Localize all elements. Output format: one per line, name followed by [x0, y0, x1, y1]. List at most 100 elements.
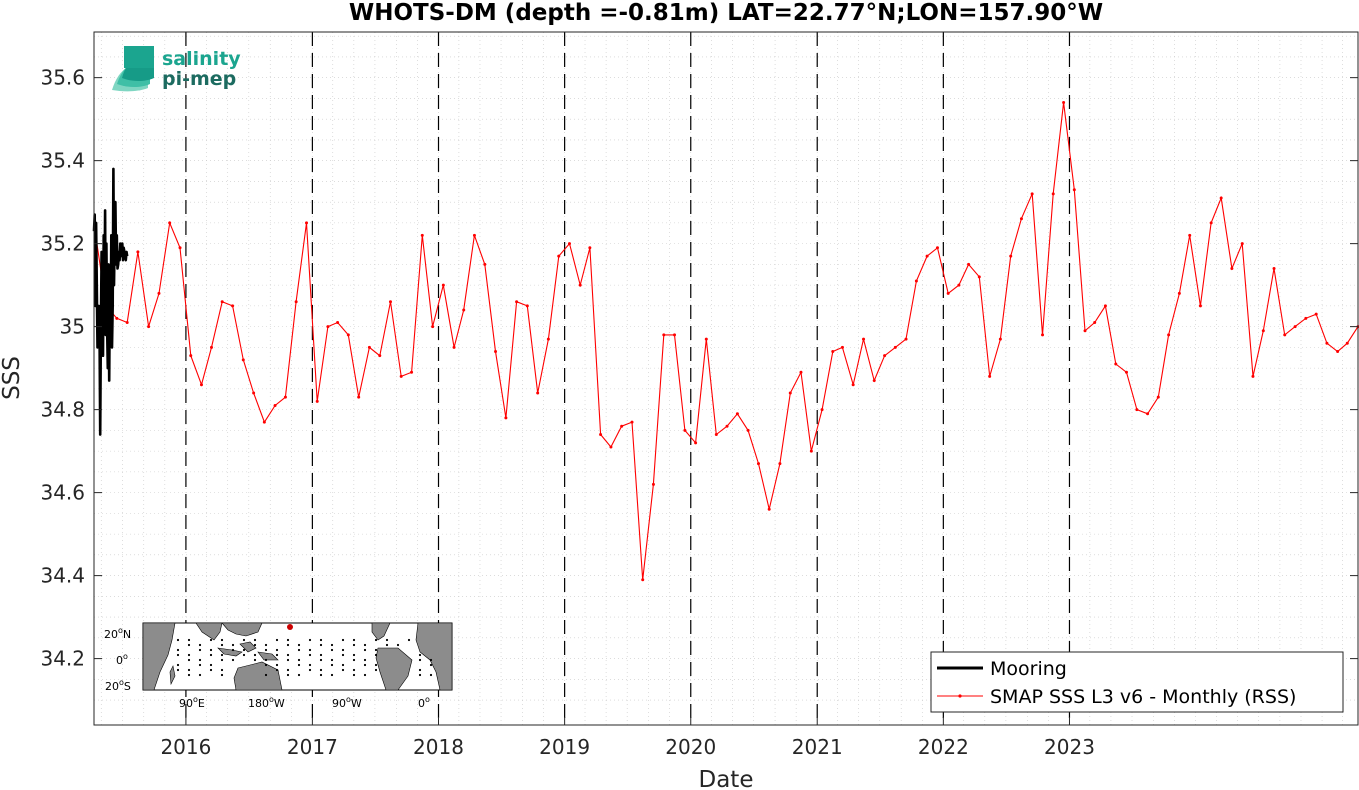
inset-dot [220, 673, 224, 677]
smap-point [115, 316, 119, 320]
inset-dot [341, 638, 345, 642]
minor-grid [94, 32, 1358, 725]
smap-point [914, 279, 918, 283]
inset-dot [187, 658, 191, 662]
inset-dot [429, 673, 433, 677]
plot-frame [93, 31, 1359, 726]
smap-point [336, 320, 340, 324]
inset-dot [275, 648, 279, 652]
smap-point [326, 325, 330, 329]
smap-point [778, 462, 782, 466]
smap-point [957, 283, 961, 287]
smap-point [893, 345, 897, 349]
smap-point [525, 304, 529, 308]
inset-dot [242, 638, 246, 642]
inset-dot [363, 658, 367, 662]
inset-map-lat-labels: 20oN 0o 20oS [104, 626, 131, 693]
inset-dot [319, 668, 323, 672]
smap-point [388, 300, 392, 304]
inset-lat-20n: 20oN [104, 626, 131, 641]
inset-dot [341, 648, 345, 652]
inset-lon-0: 0o [418, 695, 430, 710]
smap-point [935, 246, 939, 250]
smap-point [641, 578, 645, 582]
inset-dot [176, 653, 180, 657]
smap-point [1314, 312, 1318, 316]
inset-dot [220, 643, 224, 647]
smap-point [651, 482, 655, 486]
inset-dot [319, 653, 323, 657]
y-tick-label: 34.2 [40, 647, 85, 671]
smap-point [452, 345, 456, 349]
smap-point [546, 337, 550, 341]
smap-point [946, 291, 950, 295]
inset-dot [297, 673, 301, 677]
smap-point [1041, 333, 1045, 337]
inset-dot [176, 668, 180, 672]
inset-dot [231, 658, 235, 662]
smap-point [1083, 329, 1087, 333]
x-tick-label: 2017 [287, 735, 338, 759]
inset-dot [418, 673, 422, 677]
smap-point [1019, 217, 1023, 221]
inset-dot [396, 643, 400, 647]
inset-dot [352, 668, 356, 672]
inset-dot [308, 648, 312, 652]
smap-point [851, 383, 855, 387]
inset-dot [286, 658, 290, 662]
smap-point [1283, 333, 1287, 337]
inset-lat-0: 0o [116, 652, 128, 667]
y-tick-label: 34.6 [40, 481, 85, 505]
inset-dot [352, 638, 356, 642]
legend-box [930, 651, 1344, 713]
inset-map-location-marker [287, 624, 293, 630]
inset-dot [209, 648, 213, 652]
x-axis-ticks: 2016 2017 2018 2019 2020 2021 2022 2023 [160, 717, 1095, 759]
smap-point [1240, 242, 1244, 246]
inset-lon-90w: 90oW [332, 695, 362, 710]
smap-point [904, 337, 908, 341]
smap-point [831, 350, 835, 354]
inset-dot [341, 663, 345, 667]
smap-point [746, 428, 750, 432]
inset-dot [363, 648, 367, 652]
smap-point [241, 358, 245, 362]
inset-dot [275, 653, 279, 657]
smap-point [1030, 192, 1034, 196]
smap-point [305, 221, 309, 225]
smap-point [925, 254, 929, 258]
inset-map-land [142, 622, 453, 691]
logo-text-salinity: salinity [162, 48, 241, 70]
smap-point [1051, 192, 1055, 196]
smap-point [683, 428, 687, 432]
inset-dot [418, 653, 422, 657]
y-tick-label: 35.6 [40, 66, 85, 90]
legend-label-mooring: Mooring [990, 658, 1067, 680]
smap-point [1325, 341, 1329, 345]
smap-point [988, 374, 992, 378]
inset-dot [385, 638, 389, 642]
inset-dot [209, 668, 213, 672]
inset-dot [275, 663, 279, 667]
smap-point [673, 333, 677, 337]
inset-dot [220, 668, 224, 672]
inset-dot [176, 663, 180, 667]
smap-point [578, 283, 582, 287]
inset-dot [253, 643, 257, 647]
smap-point [231, 304, 235, 308]
x-tick-label: 2019 [539, 735, 590, 759]
inset-dot [242, 653, 246, 657]
smap-point [809, 449, 813, 453]
inset-dot [209, 638, 213, 642]
inset-dot [352, 658, 356, 662]
inset-dot [264, 673, 268, 677]
inset-dot [330, 658, 334, 662]
smap-point [399, 374, 403, 378]
inset-dot [330, 673, 334, 677]
smap-point [1188, 233, 1192, 237]
smap-point [410, 370, 414, 374]
smap-point [199, 383, 203, 387]
x-tick-label: 2023 [1044, 735, 1095, 759]
chart-title: WHOTS-DM (depth =-0.81m) LAT=22.77°N;LON… [349, 0, 1103, 26]
